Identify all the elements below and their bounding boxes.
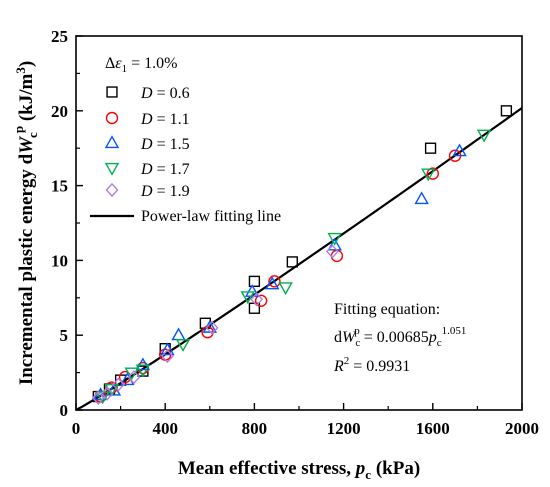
legend-header-sub: 1 [122, 63, 128, 75]
data-point-triangle-down-marker [278, 282, 293, 296]
power-law-fit-line [75, 107, 523, 411]
data-point-triangle-down-marker [175, 339, 191, 352]
x-tick-label: 2000 [505, 419, 539, 438]
legend-markers [104, 86, 120, 198]
y-tick-label: 20 [51, 102, 68, 121]
legend-label-d17: D = 1.7 [140, 161, 190, 178]
legend-label-d19: D = 1.9 [140, 183, 190, 200]
fit-annotation: Fitting equation: dWcp = 0.00685pc1.051 … [333, 301, 466, 375]
legend-label-fit-line: Power-law fitting line [141, 208, 281, 225]
x-tick-label: 0 [72, 419, 81, 438]
data-point-circle-marker [268, 275, 281, 288]
y-axis-title-var: W [16, 136, 37, 154]
legend-header: Δε1 = 1.0% [105, 55, 177, 75]
fit-annotation-title: Fitting equation: [334, 301, 440, 318]
legend-circle-marker [105, 111, 119, 125]
fit-annotation-equation: dWcp = 0.00685pc1.051 [334, 325, 466, 349]
legend-triangle-up-marker [104, 135, 120, 149]
data-point-diamond-marker [100, 386, 114, 401]
y-tick-label: 10 [51, 251, 68, 270]
data-point-triangle-up-marker [171, 327, 186, 341]
legend-triangle-down-marker [104, 162, 120, 176]
legend-label-d15: D = 1.5 [140, 136, 190, 153]
y-axis-title-sub: c [25, 132, 40, 138]
data-point-triangle-up-marker [452, 143, 467, 157]
legend: Δε1 = 1.0% D = 0.6 D = 1.1 D = 1.5 D = 1… [90, 55, 281, 225]
data-point-circle-marker [254, 294, 268, 307]
data-point-diamond-marker [205, 320, 219, 335]
x-axis-title: Mean effective stress, pc (kPa) [178, 458, 420, 482]
data-point-diamond-marker [250, 292, 264, 307]
data-point-triangle-down-marker [135, 364, 151, 378]
data-point-diamond-marker [111, 377, 125, 392]
data-point-diamond-marker [160, 349, 174, 364]
data-point-diamond-marker [91, 390, 105, 406]
legend-label-d11: D = 1.1 [140, 111, 190, 128]
fit-annotation-r2: R2 = 0.9931 [333, 355, 410, 375]
data-point-triangle-down-marker [476, 129, 492, 143]
data-markers [91, 105, 513, 406]
x-tick-label: 800 [242, 419, 268, 438]
legend-header-value: = 1.0% [127, 55, 177, 72]
y-tick-label: 15 [51, 177, 68, 196]
y-tick-label: 5 [60, 326, 69, 345]
data-point-triangle-down-marker [421, 168, 436, 182]
y-tick-label: 0 [60, 401, 69, 420]
data-point-triangle-down-marker [124, 367, 139, 381]
x-tick-label: 400 [152, 419, 178, 438]
data-point-triangle-down-marker [327, 232, 342, 246]
data-point-square-marker [286, 256, 298, 268]
data-point-diamond-marker [326, 244, 339, 259]
x-axis-title-unit: (kPa) [371, 458, 420, 479]
y-tick-label: 25 [51, 27, 68, 46]
y-axis-title-close: ) [16, 61, 37, 67]
x-axis-title-sub: c [365, 467, 371, 482]
data-point-diamond-marker [127, 369, 141, 385]
x-axis-title-var: p [354, 458, 366, 479]
legend-header-eps: ε [115, 55, 122, 72]
data-point-triangle-up-marker [264, 276, 280, 290]
y-axis-ticks: 0 5 10 15 20 25 [51, 27, 83, 420]
data-point-circle-marker [426, 167, 439, 180]
y-axis-title-unit: (kJ/m [16, 73, 37, 125]
legend-header-delta: Δ [105, 55, 115, 72]
data-point-triangle-down-marker [240, 291, 255, 305]
y-axis-title-sup: p [11, 126, 26, 133]
legend-diamond-marker [105, 182, 119, 198]
y-axis-title-lead: Incremental plastic energy d [16, 153, 37, 385]
x-axis-title-lead: Mean effective stress, [178, 458, 356, 479]
x-axis-ticks: 0 400 800 1200 1600 2000 [72, 403, 539, 438]
data-point-square-marker [248, 275, 261, 287]
data-point-triangle-up-marker [244, 284, 260, 297]
legend-label-d06: D = 0.6 [140, 85, 190, 102]
data-point-triangle-up-marker [414, 191, 429, 205]
data-point-square-marker [424, 142, 437, 154]
y-axis-title: Incremental plastic energy dWcp (kJ/m3) [11, 61, 40, 385]
data-point-triangle-up-marker [327, 237, 342, 251]
data-point-triangle-up-marker [135, 357, 151, 371]
y-axis-title-unit-sup: 3 [13, 67, 28, 74]
data-point-square-marker [500, 105, 513, 117]
x-tick-label: 1200 [327, 419, 361, 438]
legend-square-marker [106, 86, 118, 98]
data-point-triangle-up-marker [160, 342, 175, 356]
x-tick-label: 1600 [416, 419, 450, 438]
